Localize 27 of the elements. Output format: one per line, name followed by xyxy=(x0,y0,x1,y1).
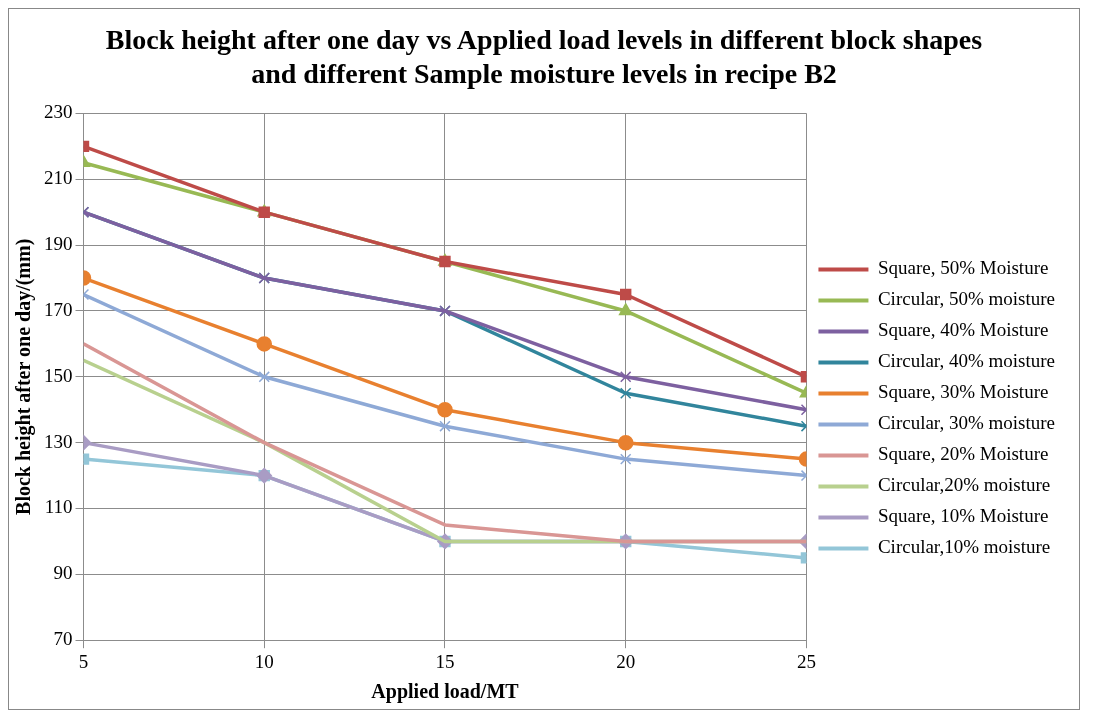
legend-label: Circular, 50% moisture xyxy=(877,288,1055,310)
y-tick-label: 70 xyxy=(53,628,73,650)
x-tick-label: 10 xyxy=(254,650,274,672)
x-tick-label: 25 xyxy=(796,650,816,672)
x-tick-label: 20 xyxy=(616,650,636,672)
y-tick-label: 150 xyxy=(44,364,73,386)
legend-label: Square, 50% Moisture xyxy=(877,257,1049,279)
legend-label: Square, 30% Moisture xyxy=(877,381,1049,403)
legend-label: Circular,20% moisture xyxy=(877,474,1051,496)
legend-label: Circular, 40% moisture xyxy=(877,350,1055,372)
y-axis-title: Block height after one day/(mm) xyxy=(12,238,36,515)
x-tick-label: 15 xyxy=(435,650,455,672)
y-tick-label: 130 xyxy=(44,430,73,452)
legend-label: Square, 40% Moisture xyxy=(877,319,1049,341)
y-tick-label: 110 xyxy=(44,496,73,518)
chart-title: Block height after one day vs Applied load levels in different block shapes and different Sample moisture levels in recipe B2 xyxy=(104,23,984,91)
legend-label: Circular, 30% moisture xyxy=(877,412,1055,434)
y-tick-label: 170 xyxy=(44,298,73,320)
y-tick-label: 210 xyxy=(44,167,73,189)
x-axis-title: Applied load/MT xyxy=(371,680,520,704)
legend-label: Circular,10% moisture xyxy=(877,536,1051,558)
y-tick-label: 230 xyxy=(44,101,73,123)
legend-label: Square, 20% Moisture xyxy=(877,443,1049,465)
legend-label: Square, 10% Moisture xyxy=(877,505,1049,527)
y-tick-label: 190 xyxy=(44,233,73,255)
x-tick-label: 5 xyxy=(78,650,89,672)
y-tick-label: 90 xyxy=(53,562,73,584)
